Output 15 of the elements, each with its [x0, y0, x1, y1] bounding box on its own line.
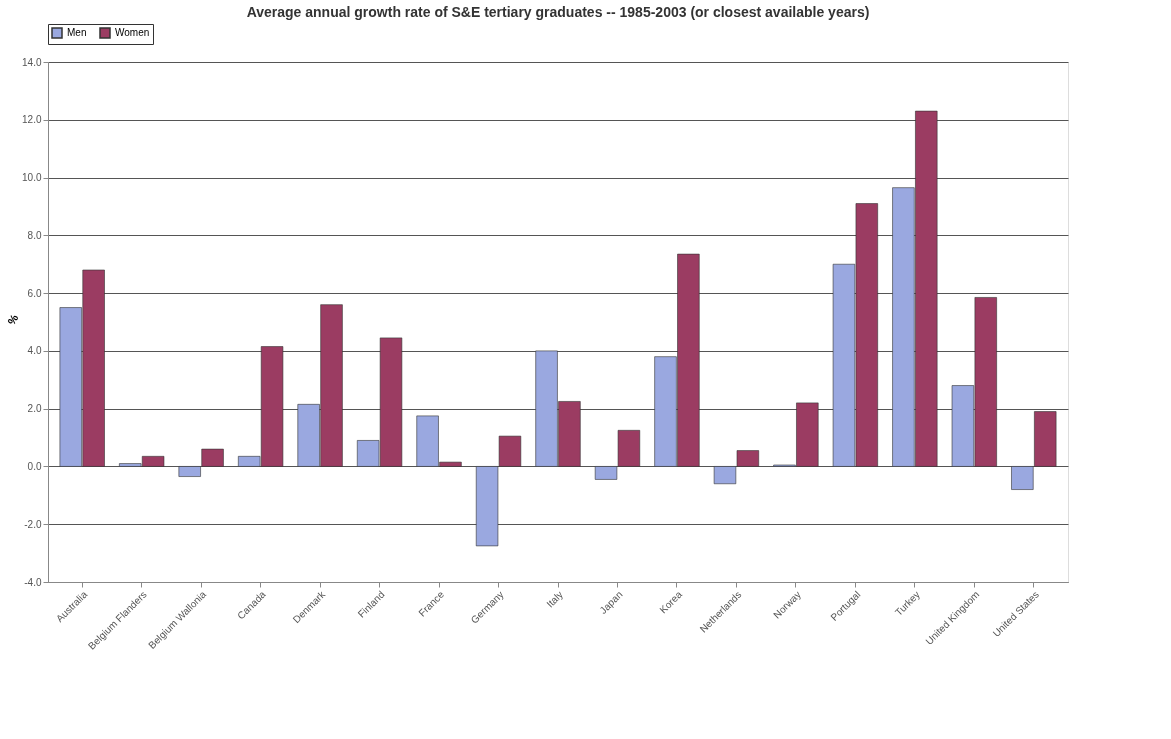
y-axis-title: % [5, 312, 21, 327]
y-tick-label: 12.0 [22, 114, 42, 126]
y-tick-label: 0.0 [27, 460, 42, 472]
chart-title: Average annual growth rate of S&E tertiary graduates -- 1985-2003 (or closest available years) [246, 3, 870, 20]
y-tick-label: 14.0 [22, 56, 42, 68]
legend-label: Men [67, 27, 87, 38]
y-tick-label: -4.0 [24, 576, 42, 588]
y-tick-label: 8.0 [27, 229, 42, 241]
y-tick-label: 6.0 [27, 287, 42, 299]
y-tick-label: 4.0 [27, 345, 42, 357]
y-tick-label: 2.0 [27, 403, 42, 415]
x-tick-label: Italy [544, 588, 566, 610]
y-tick-label: -2.0 [24, 518, 42, 530]
y-tick-label: 10.0 [22, 172, 42, 184]
legend-label: Women [115, 27, 150, 38]
